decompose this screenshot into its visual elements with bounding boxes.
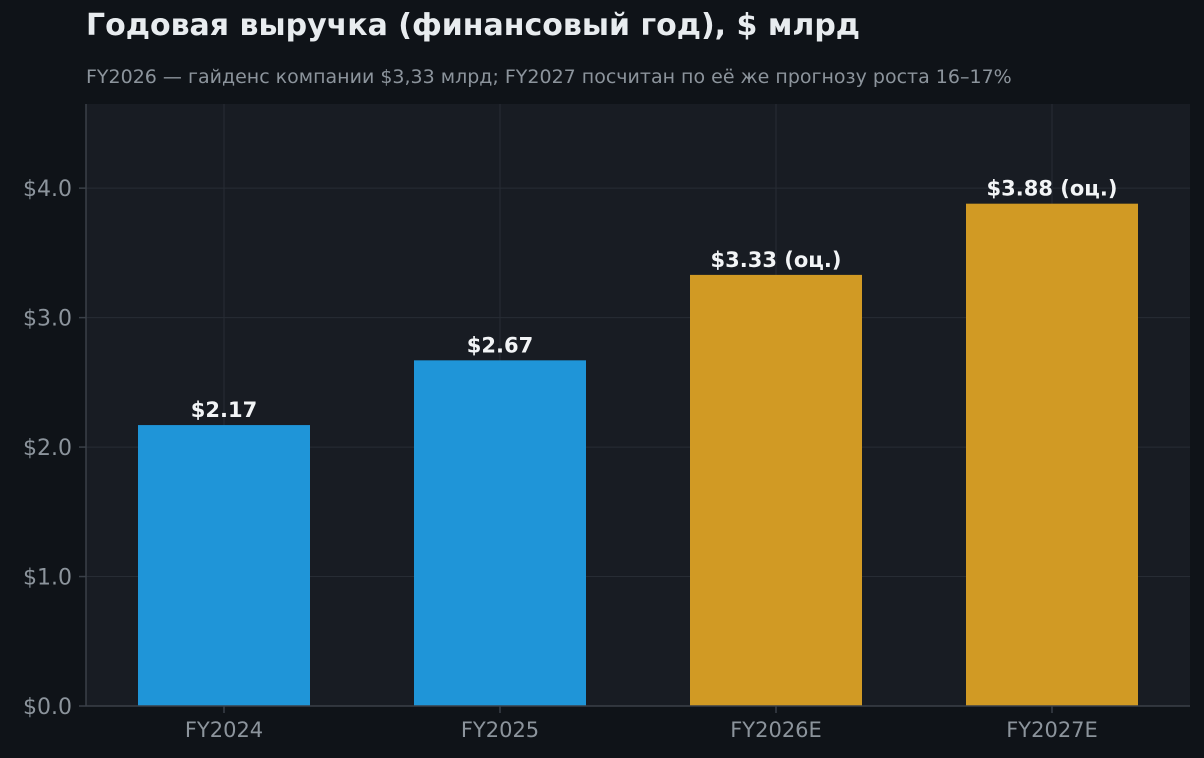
- bar: [966, 203, 1138, 706]
- bar: [690, 274, 862, 706]
- x-tick-label: FY2024: [185, 718, 263, 742]
- y-tick-label: $2.0: [23, 436, 72, 461]
- x-tick-label: FY2025: [461, 718, 539, 742]
- bar-value-label: $2.67: [467, 333, 533, 357]
- bar-value-label: $3.33 (оц.): [711, 248, 842, 272]
- y-tick-label: $1.0: [23, 566, 72, 591]
- bar-value-label: $3.88 (оц.): [987, 177, 1118, 201]
- bar: [414, 360, 586, 706]
- chart-title: Годовая выручка (финансовый год), $ млрд: [86, 8, 861, 43]
- chart-subtitle: FY2026 — гайденс компании $3,33 млрд; FY…: [86, 66, 1012, 88]
- x-tick-label: FY2026E: [730, 718, 822, 742]
- bar: [138, 425, 310, 706]
- bar-value-label: $2.17: [191, 398, 257, 422]
- x-tick-label: FY2027E: [1006, 718, 1098, 742]
- y-tick-label: $3.0: [23, 307, 72, 332]
- y-tick-label: $0.0: [23, 695, 72, 720]
- y-tick-label: $4.0: [23, 177, 72, 202]
